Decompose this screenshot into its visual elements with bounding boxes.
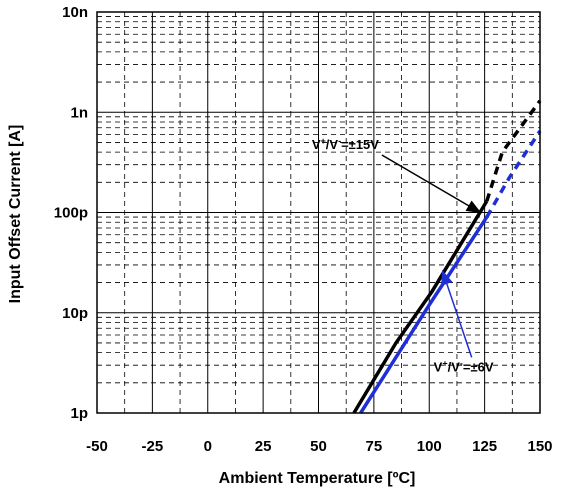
x-tick-label: 75 (366, 438, 383, 455)
x-tick-label: 50 (310, 438, 327, 455)
x-tick-label: 125 (472, 438, 497, 455)
x-tick-label: 100 (417, 438, 442, 455)
plot-frame (96, 11, 541, 414)
annotation-1-arrow (381, 154, 482, 214)
series-2-dashed-line (485, 130, 542, 218)
x-tick-label: 150 (527, 438, 552, 455)
annotation-2-arrow (441, 269, 473, 358)
x-axis-title: Ambient Temperature [ºC] (219, 470, 416, 487)
series-2-solid-line (359, 216, 489, 414)
grid (96, 11, 541, 414)
x-tick-label: 25 (255, 438, 272, 455)
x-tick-label: -25 (142, 438, 164, 455)
series-1-solid-line (352, 200, 489, 414)
x-tick-label: -50 (86, 438, 108, 455)
x-tick-label: 0 (204, 438, 212, 455)
annotations: V+/V-=±15V V+/V-=±6V (312, 136, 494, 374)
tick-labels: -50 -25 0 25 50 75 100 125 150 1p 10p 100p 1n 10n (54, 4, 553, 455)
y-tick-label: 100p (54, 205, 88, 222)
annotation-2-label: V+/V-=±6V (434, 358, 494, 374)
series-1-dashed-line (485, 99, 542, 202)
series-lines (352, 99, 542, 414)
y-tick-label: 1p (70, 405, 88, 422)
y-axis-title: Input Offset Current [A] (7, 125, 24, 304)
y-tick-label: 10p (62, 305, 88, 322)
y-tick-label: 1n (70, 104, 88, 121)
y-tick-label: 10n (62, 4, 88, 21)
plot-border (96, 11, 541, 414)
annotation-1-label: V+/V-=±15V (312, 136, 379, 152)
